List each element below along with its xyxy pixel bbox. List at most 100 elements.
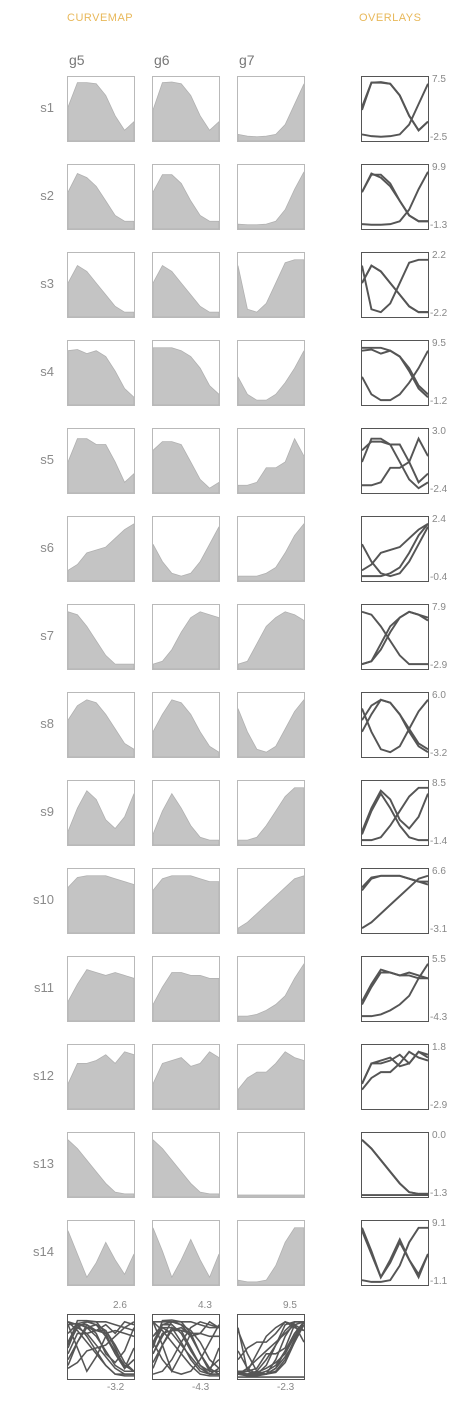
overlay-line-s6-g7	[362, 523, 428, 578]
overlay-svg	[362, 874, 428, 929]
overlay-min-s11: -4.3	[430, 1012, 448, 1023]
curve-area-svg	[238, 1194, 304, 1197]
overlay-cell-s1	[361, 76, 429, 142]
curve-area-s10-g6	[153, 875, 219, 933]
overlay-line-s11-g7	[362, 963, 428, 1018]
curve-cell-s8-g5	[67, 692, 135, 758]
curve-area-s11-g5	[68, 969, 134, 1021]
curve-area-s6-g6	[153, 526, 219, 581]
curve-area-s1-g7	[238, 83, 304, 141]
curve-area-svg	[153, 699, 219, 757]
curve-cell-s12-g5	[67, 1044, 135, 1110]
overlay-min-s12: -2.9	[430, 1100, 448, 1111]
overlay-svg	[362, 171, 428, 226]
row-label-s9: s9	[40, 804, 54, 819]
curve-area-s8-g7	[238, 699, 304, 757]
curve-cell-s11-g7	[237, 956, 305, 1022]
curve-area-svg	[68, 173, 134, 229]
column-overlay-svg	[153, 1319, 219, 1377]
curve-area-svg	[238, 875, 304, 933]
overlay-cell-s9	[361, 780, 429, 846]
curve-area-s1-g5	[68, 82, 134, 141]
curve-area-s7-g6	[153, 611, 219, 669]
overlay-line-s1-g7	[362, 83, 428, 138]
overlay-min-s4: -1.2	[430, 396, 448, 407]
column-overlay-line-g5-s3	[68, 1326, 134, 1375]
row-label-s12: s12	[33, 1068, 54, 1083]
curve-area-svg	[238, 787, 304, 845]
curve-area-s12-g7	[238, 1051, 304, 1109]
curve-cell-s10-g6	[152, 868, 220, 934]
curve-cell-s3-g6	[152, 252, 220, 318]
overlay-line-s8-g6	[362, 698, 428, 753]
overlay-line-s4-g6	[362, 346, 428, 396]
overlay-line-s10-g7	[362, 874, 428, 929]
overlay-max-s11: 5.5	[432, 954, 446, 965]
overlay-cell-s5	[361, 428, 429, 494]
curve-area-s5-g5	[68, 438, 134, 493]
curve-area-s12-g6	[153, 1051, 219, 1109]
overlay-line-s13-g6	[362, 1139, 428, 1195]
curve-cell-s4-g5	[67, 340, 135, 406]
column-overlay-line-g5-s10	[68, 1321, 134, 1334]
curve-area-svg	[153, 1227, 219, 1285]
curve-cell-s14-g5	[67, 1220, 135, 1286]
curve-area-svg	[68, 1051, 134, 1109]
curve-area-s9-g7	[238, 787, 304, 845]
overlay-max-s2: 9.9	[432, 162, 446, 173]
column-overlay-line-g7-s14	[238, 1321, 304, 1377]
row-label-s5: s5	[40, 452, 54, 467]
overlay-min-s9: -1.4	[430, 836, 448, 847]
overlay-svg	[362, 1226, 428, 1283]
curve-area-s11-g6	[153, 972, 219, 1021]
overlay-svg	[362, 1050, 428, 1091]
overlays-header: OVERLAYS	[359, 12, 422, 24]
column-overlay-svg	[238, 1320, 304, 1378]
curve-area-svg	[68, 875, 134, 933]
curve-area-s10-g7	[238, 875, 304, 933]
overlay-cell-s6	[361, 516, 429, 582]
column-overlay-line-g6-s5	[153, 1326, 219, 1376]
row-label-s2: s2	[40, 188, 54, 203]
curve-cell-s8-g6	[152, 692, 220, 758]
curve-cell-s8-g7	[237, 692, 305, 758]
curve-cell-s10-g5	[67, 868, 135, 934]
curve-area-s9-g6	[153, 792, 219, 845]
curve-area-svg	[238, 611, 304, 669]
curve-area-svg	[68, 523, 134, 581]
curve-area-s4-g6	[153, 347, 219, 405]
column-overlay-min-g6: -4.3	[192, 1382, 210, 1393]
overlay-max-s10: 6.6	[432, 866, 446, 877]
curve-area-svg	[238, 437, 304, 493]
overlay-cell-s14	[361, 1220, 429, 1286]
overlay-line-s5-g6	[362, 440, 428, 490]
overlay-max-s6: 2.4	[432, 514, 446, 525]
curve-area-svg	[68, 1139, 134, 1197]
curve-cell-s11-g6	[152, 956, 220, 1022]
overlay-svg	[362, 81, 428, 138]
overlay-max-s1: 7.5	[432, 74, 446, 85]
column-overlay-line-g7-s8	[238, 1321, 304, 1375]
curve-area-svg	[68, 790, 134, 845]
curve-area-s4-g5	[68, 349, 134, 405]
curve-area-svg	[153, 1139, 219, 1197]
overlay-line-s7-g7	[362, 610, 428, 666]
curve-area-svg	[68, 82, 134, 141]
curve-area-svg	[153, 875, 219, 933]
overlay-max-s14: 9.1	[432, 1218, 446, 1229]
overlay-line-s7-g5	[362, 610, 428, 666]
overlay-svg	[362, 610, 428, 666]
overlay-cell-s13	[361, 1132, 429, 1198]
overlay-max-s7: 7.9	[432, 602, 446, 613]
overlay-line-s2-g7	[362, 171, 428, 226]
curve-area-s2-g5	[68, 173, 134, 229]
overlay-cell-s7	[361, 604, 429, 670]
curvemap-header: CURVEMAP	[67, 12, 134, 24]
curve-area-svg	[68, 438, 134, 493]
overlay-svg	[362, 786, 428, 842]
overlay-line-s9-g7	[362, 786, 428, 842]
overlay-line-s14-g6	[362, 1227, 428, 1280]
column-overlay-line-g6-s13	[153, 1321, 219, 1377]
curve-area-svg	[153, 347, 219, 405]
curve-cell-s7-g6	[152, 604, 220, 670]
